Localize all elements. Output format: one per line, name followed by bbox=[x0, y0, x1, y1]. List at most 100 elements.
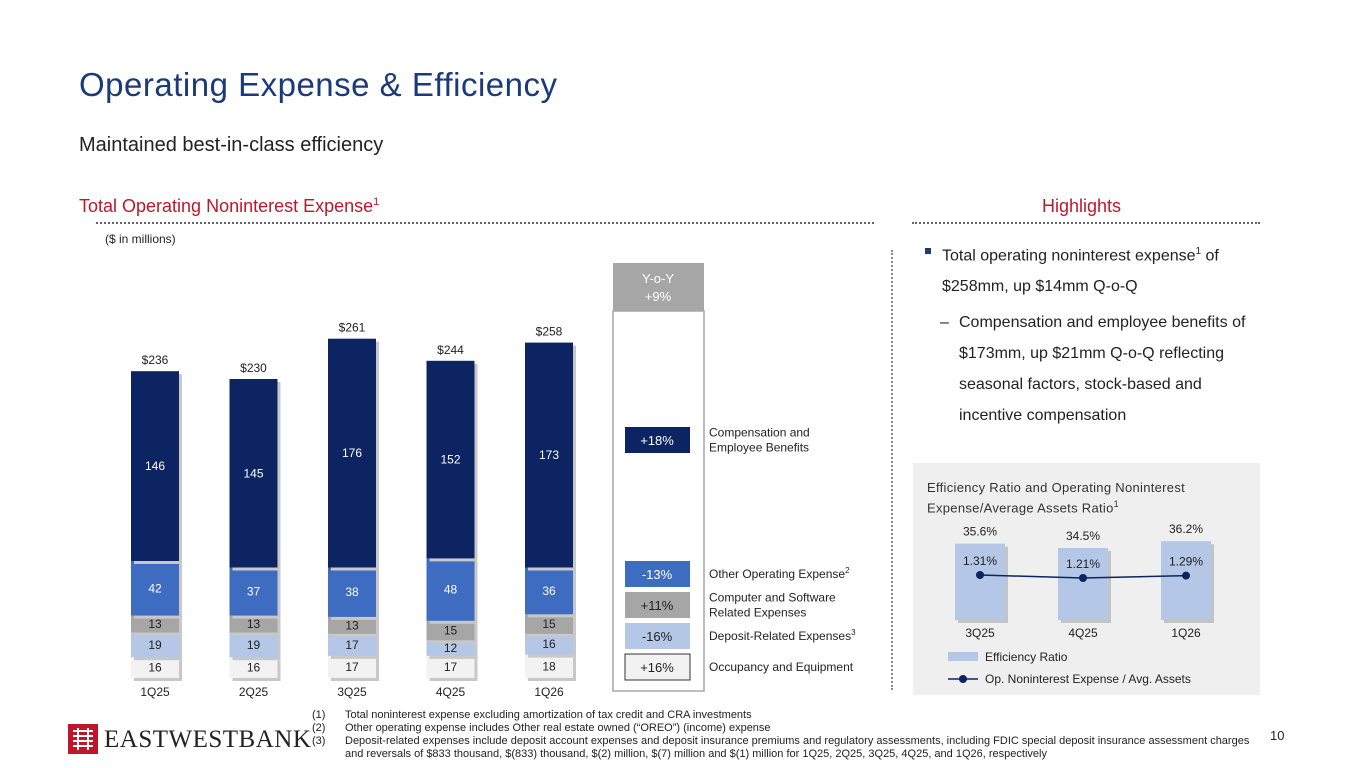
expense-ratio-point bbox=[1079, 574, 1087, 582]
efficiency-bar-label: 36.2% bbox=[1169, 522, 1203, 536]
bar-segment bbox=[131, 657, 179, 678]
legend-entry-efficiency: Efficiency Ratio bbox=[985, 650, 1068, 664]
highlight-sub-bullet: – Compensation and employee benefits of … bbox=[925, 307, 1249, 431]
left-section-heading-sup: 1 bbox=[373, 196, 380, 208]
eff-x-tick-label: 1Q26 bbox=[1171, 626, 1201, 640]
efficiency-chart-title-text: Efficiency Ratio and Operating Nonintere… bbox=[927, 480, 1186, 516]
legend-swatch-marker bbox=[959, 675, 967, 683]
expense-ratio-label: 1.29% bbox=[1169, 555, 1203, 569]
legend-label: Deposit-Related Expenses3 bbox=[709, 628, 856, 643]
bar-segment bbox=[426, 360, 475, 559]
bank-logo-text: EASTWESTBANK bbox=[104, 726, 312, 753]
bank-logo-icon bbox=[68, 724, 98, 754]
bar-value-label: 17 bbox=[444, 660, 458, 674]
bar-value-label: 12 bbox=[444, 641, 458, 655]
expense-ratio-point bbox=[976, 571, 984, 579]
left-section-divider bbox=[96, 222, 874, 224]
x-tick-label: 3Q25 bbox=[337, 685, 367, 699]
bar-segment bbox=[426, 640, 475, 656]
highlight-bullet: Total operating noninterest expense1 of … bbox=[925, 236, 1245, 302]
yoy-header-line1: Y-o-Y bbox=[642, 271, 674, 286]
bar-value-label: 16 bbox=[542, 637, 556, 651]
bar-value-label: 146 bbox=[145, 459, 165, 473]
efficiency-bar-label: 34.5% bbox=[1066, 529, 1100, 543]
bar-value-label: 15 bbox=[542, 617, 556, 631]
bar-value-label: 48 bbox=[444, 583, 458, 597]
expense-ratio-label: 1.31% bbox=[963, 554, 997, 568]
bar-segment bbox=[426, 620, 475, 641]
bar-value-label: 13 bbox=[247, 617, 261, 631]
legend-label: Occupancy and Equipment bbox=[709, 660, 854, 674]
bar-value-label: 176 bbox=[342, 446, 362, 460]
left-section-heading: Total Operating Noninterest Expense1 bbox=[79, 196, 379, 217]
right-section-divider bbox=[912, 222, 1260, 224]
x-tick-label: 1Q26 bbox=[534, 685, 564, 699]
yoy-change-box bbox=[625, 592, 690, 618]
bar-segment bbox=[229, 632, 278, 658]
footnote-text: Deposit-related expenses include deposit… bbox=[345, 735, 1250, 760]
yoy-column-frame bbox=[612, 310, 705, 692]
bar-value-label: 18 bbox=[542, 659, 556, 673]
left-section-heading-text: Total Operating Noninterest Expense bbox=[79, 196, 374, 216]
bar-value-label: 19 bbox=[148, 638, 162, 652]
bullet-square-icon bbox=[925, 248, 931, 254]
bar-value-label: 13 bbox=[148, 617, 162, 631]
highlight-bullet-text-b: of $258mm, up $14mm Q-o-Q bbox=[942, 247, 1219, 296]
units-label: ($ in millions) bbox=[105, 232, 176, 246]
x-tick-label: 1Q25 bbox=[140, 685, 170, 699]
bar-segment bbox=[328, 616, 376, 634]
bar-segment bbox=[229, 657, 278, 678]
legend-label: Other Operating Expense2 bbox=[709, 566, 850, 581]
bar-segment bbox=[328, 567, 376, 617]
bar-segment bbox=[131, 615, 179, 633]
highlight-bullet-sup: 1 bbox=[1195, 246, 1202, 257]
bar-value-label: 37 bbox=[247, 585, 261, 599]
bar-value-label: 42 bbox=[148, 581, 162, 595]
x-tick-label: 2Q25 bbox=[239, 685, 269, 699]
bar-segment bbox=[229, 379, 278, 568]
bar-segment bbox=[525, 654, 573, 678]
footnote-number: (1) bbox=[312, 709, 326, 721]
bar-segment bbox=[426, 558, 475, 621]
footnote-text: Total noninterest expense excluding amor… bbox=[345, 709, 752, 721]
bar-segment bbox=[525, 633, 573, 655]
footnote-text: Other operating expense includes Other r… bbox=[345, 722, 771, 734]
highlights-panel: Total operating noninterest expense1 of … bbox=[925, 236, 1245, 431]
highlight-sub-bullet-text: Compensation and employee benefits of $1… bbox=[959, 314, 1246, 425]
yoy-change-value: +18% bbox=[640, 433, 674, 448]
efficiency-bar bbox=[1058, 548, 1108, 620]
dash-icon: – bbox=[940, 314, 949, 332]
bar-value-label: 145 bbox=[243, 466, 263, 480]
bar-value-label: 16 bbox=[148, 661, 162, 675]
bar-segment bbox=[328, 655, 376, 678]
page-title: Operating Expense & Efficiency bbox=[79, 66, 558, 103]
footnote-row: (2) Other operating expense includes Othe… bbox=[312, 722, 1252, 735]
legend-swatch-bar bbox=[948, 652, 978, 661]
yoy-change-value: -16% bbox=[642, 629, 673, 644]
vertical-divider bbox=[891, 250, 893, 690]
efficiency-bar-label: 35.6% bbox=[963, 525, 997, 539]
yoy-header-line2: +9% bbox=[645, 289, 672, 304]
bar-segment bbox=[131, 371, 179, 561]
footnote-row: (3) Deposit-related expenses include depo… bbox=[312, 735, 1252, 761]
bar-value-label: 36 bbox=[542, 584, 556, 598]
highlight-bullet-text-a: Total operating noninterest expense bbox=[942, 247, 1196, 265]
eff-x-tick-label: 4Q25 bbox=[1068, 626, 1098, 640]
yoy-header-box bbox=[613, 263, 704, 311]
legend-label-sup: 2 bbox=[845, 566, 850, 575]
footnote-number: (2) bbox=[312, 722, 326, 734]
yoy-change-box bbox=[625, 427, 690, 453]
efficiency-bar bbox=[1161, 541, 1211, 620]
yoy-change-value: +16% bbox=[640, 660, 674, 675]
expense-ratio-label: 1.21% bbox=[1066, 557, 1100, 571]
bar-segment bbox=[525, 342, 573, 568]
bar-value-label: 38 bbox=[345, 585, 359, 599]
bar-value-label: 17 bbox=[345, 638, 359, 652]
page-subtitle: Maintained best-in-class efficiency bbox=[79, 134, 384, 156]
bar-value-label: 152 bbox=[440, 453, 460, 467]
bar-total-label: $261 bbox=[339, 321, 366, 335]
efficiency-bar bbox=[955, 543, 1005, 620]
bar-total-label: $244 bbox=[437, 343, 464, 357]
legend-label: Related Expenses bbox=[709, 606, 806, 620]
bar-value-label: 13 bbox=[345, 618, 359, 632]
